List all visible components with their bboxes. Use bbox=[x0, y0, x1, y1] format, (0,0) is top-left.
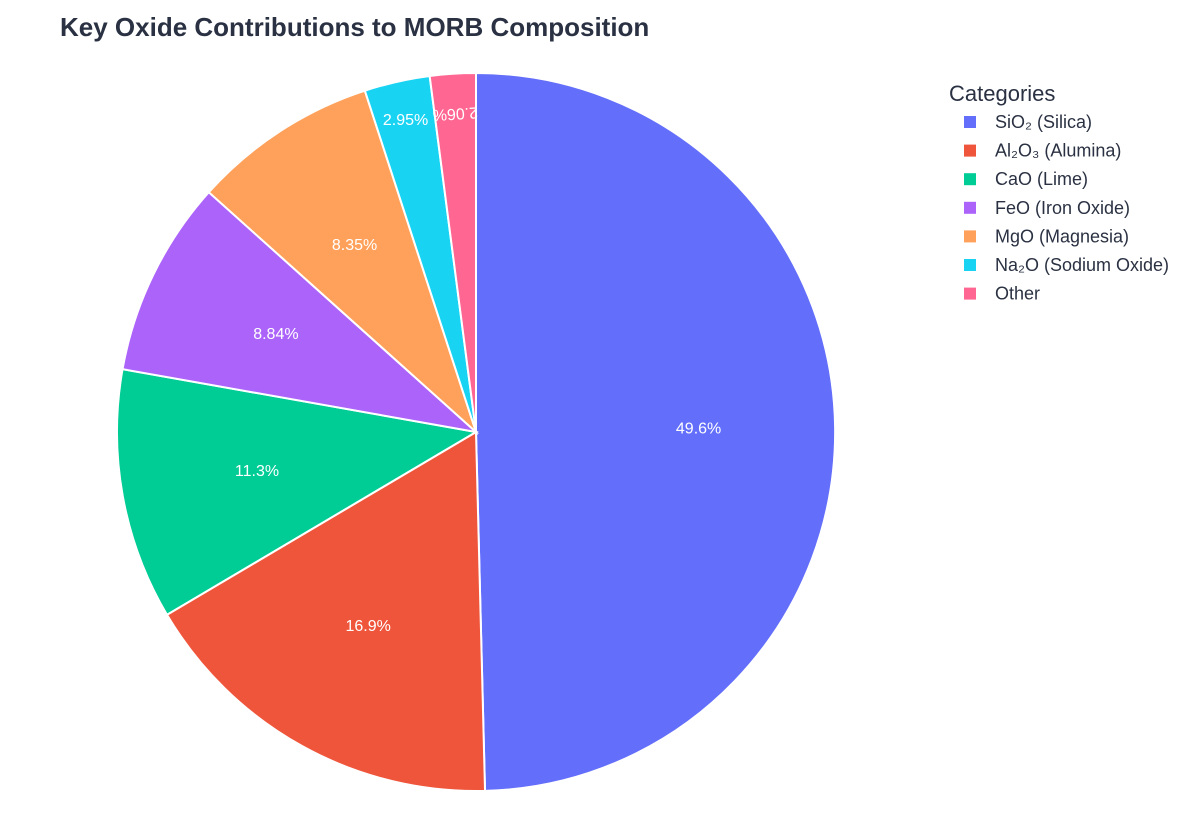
legend-label-cao-lime[interactable]: CaO (Lime) bbox=[995, 169, 1088, 189]
legend-swatch-other[interactable] bbox=[964, 287, 976, 300]
legend-label-mgo-magnesia[interactable]: MgO (Magnesia) bbox=[995, 226, 1129, 246]
pie-slice-al2o3-alumina bbox=[165, 430, 487, 792]
slice-label-sio2-silica: 49.6% bbox=[676, 421, 721, 438]
pie-slice-mgo-magnesia bbox=[207, 89, 479, 436]
pie-slice-sio2-silica bbox=[475, 71, 837, 792]
pie-slice-feo-iron-oxide bbox=[121, 190, 480, 434]
slice-label-mgo-magnesia: 8.35% bbox=[332, 237, 377, 254]
legend-swatch-feo-iron-oxide[interactable] bbox=[964, 201, 976, 214]
legend-swatch-cao-lime[interactable] bbox=[964, 173, 976, 186]
slice-label-na2o-sodium-oxide: 2.95% bbox=[383, 112, 428, 129]
legend: Categories SiO₂ (Silica) Al₂O₃ (Alumina) C… bbox=[949, 81, 1169, 304]
slice-label-cao-lime: 11.3% bbox=[235, 463, 279, 480]
legend-label-sio2-silica[interactable]: SiO₂ (Silica) bbox=[995, 112, 1092, 132]
legend-label-feo-iron-oxide[interactable]: FeO (Iron Oxide) bbox=[995, 198, 1130, 218]
slice-label-other: 2.06% bbox=[432, 103, 478, 123]
legend-items: SiO₂ (Silica) Al₂O₃ (Alumina) CaO (Lime) Fe… bbox=[964, 112, 1169, 304]
legend-title: Categories bbox=[949, 81, 1055, 106]
legend-label-na2o-sodium-oxide[interactable]: Na₂O (Sodium Oxide) bbox=[995, 255, 1169, 275]
legend-swatch-mgo-magnesia[interactable] bbox=[964, 230, 976, 243]
legend-swatch-sio2-silica[interactable] bbox=[964, 116, 976, 128]
pie-slice-cao-lime bbox=[116, 368, 479, 617]
slice-label-al2o3-alumina: 16.9% bbox=[346, 618, 391, 635]
slice-label-feo-iron-oxide: 8.84% bbox=[253, 326, 298, 343]
pie-slices bbox=[116, 71, 837, 792]
legend-label-other[interactable]: Other bbox=[995, 284, 1040, 304]
legend-swatch-al2o3-alumina[interactable] bbox=[964, 144, 976, 157]
legend-label-al2o3-alumina[interactable]: Al₂O₃ (Alumina) bbox=[995, 141, 1121, 161]
pie-slice-labels: 49.6% 16.9% 11.3% 8.84% 8.35% 2.95% 2.06% bbox=[235, 103, 721, 635]
chart-title: Key Oxide Contributions to MORB Composit… bbox=[60, 12, 649, 42]
pie-slice-other bbox=[428, 71, 477, 433]
legend-swatch-na2o-sodium-oxide[interactable] bbox=[964, 259, 976, 271]
